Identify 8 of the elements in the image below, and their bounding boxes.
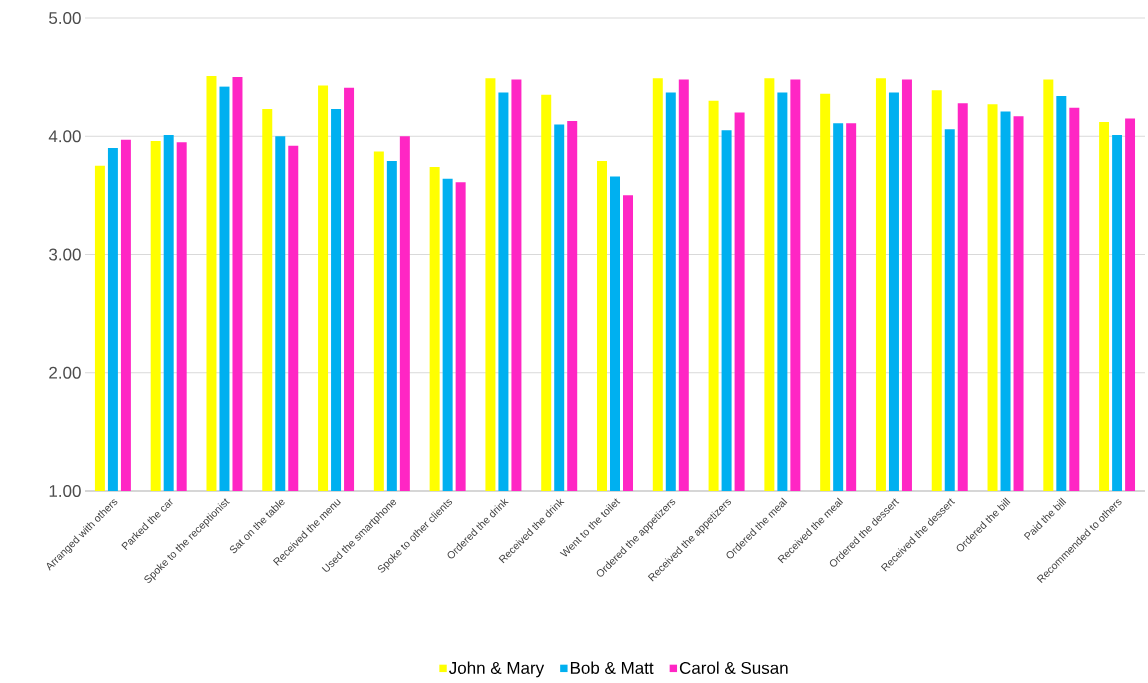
legend-label: John & Mary xyxy=(449,661,545,678)
y-tick-label: 5.00 xyxy=(49,11,81,25)
y-tick-label: 2.00 xyxy=(49,366,81,379)
y-tick-label: 4.00 xyxy=(48,130,81,143)
y-tick-label: 3.00 xyxy=(49,248,81,261)
y-tick-label: 1.00 xyxy=(49,484,81,498)
legend-label: Bob & Matt xyxy=(570,661,654,674)
legend-label: Carol & Susan xyxy=(679,661,788,674)
